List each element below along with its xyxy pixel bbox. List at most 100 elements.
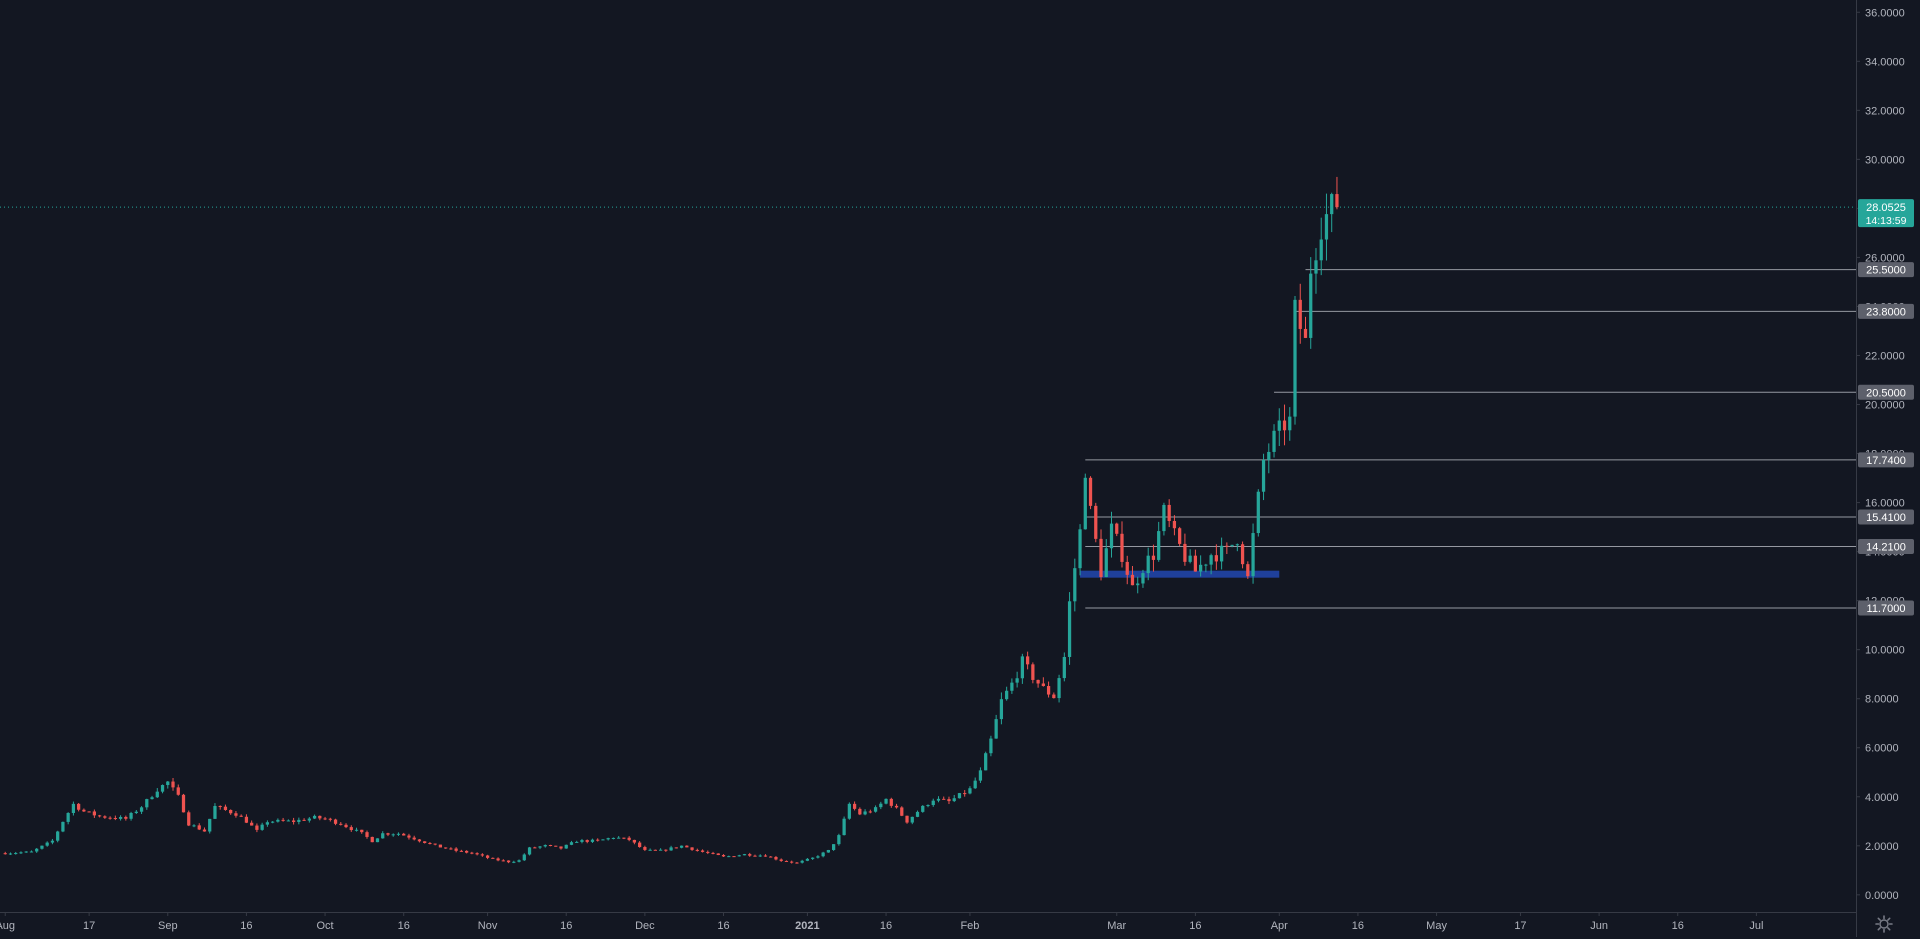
- candle[interactable]: [14, 851, 18, 855]
- candle[interactable]: [512, 860, 516, 864]
- candle[interactable]: [50, 838, 55, 845]
- candle[interactable]: [255, 823, 259, 833]
- candle[interactable]: [187, 810, 191, 827]
- candle[interactable]: [239, 814, 243, 817]
- candle[interactable]: [1230, 544, 1234, 548]
- candle[interactable]: [742, 853, 747, 856]
- candle[interactable]: [999, 692, 1004, 725]
- candle[interactable]: [459, 849, 464, 852]
- candle[interactable]: [92, 809, 96, 818]
- candle[interactable]: [1073, 558, 1077, 612]
- candle[interactable]: [758, 854, 762, 857]
- candle[interactable]: [396, 832, 401, 836]
- candle[interactable]: [1031, 662, 1035, 684]
- candle[interactable]: [1115, 522, 1119, 537]
- candle[interactable]: [832, 844, 836, 851]
- candle[interactable]: [601, 839, 605, 841]
- candle[interactable]: [915, 810, 920, 818]
- candle[interactable]: [1130, 565, 1135, 586]
- candle[interactable]: [250, 820, 254, 826]
- candle[interactable]: [29, 850, 34, 853]
- candle[interactable]: [947, 796, 951, 805]
- candle[interactable]: [643, 845, 647, 852]
- candle[interactable]: [1167, 499, 1171, 528]
- candle[interactable]: [926, 804, 930, 808]
- candle[interactable]: [56, 830, 60, 843]
- candle[interactable]: [774, 855, 778, 861]
- candle[interactable]: [1025, 651, 1030, 670]
- candle[interactable]: [71, 801, 76, 816]
- candle[interactable]: [648, 848, 652, 851]
- candle[interactable]: [1288, 407, 1292, 441]
- candle[interactable]: [921, 805, 925, 813]
- candle[interactable]: [281, 817, 285, 822]
- candle[interactable]: [978, 767, 983, 783]
- candle[interactable]: [1157, 521, 1161, 562]
- candle[interactable]: [150, 795, 154, 800]
- candle[interactable]: [963, 790, 967, 797]
- candle[interactable]: [155, 788, 159, 798]
- candle[interactable]: [208, 818, 212, 834]
- candle[interactable]: [585, 839, 589, 844]
- candle[interactable]: [711, 851, 715, 855]
- candle[interactable]: [286, 819, 290, 822]
- candle[interactable]: [1010, 678, 1014, 694]
- candle[interactable]: [1088, 476, 1093, 510]
- candle[interactable]: [480, 853, 484, 857]
- candle[interactable]: [108, 816, 112, 820]
- candle[interactable]: [695, 848, 699, 852]
- candle[interactable]: [1293, 296, 1297, 425]
- candle[interactable]: [784, 860, 789, 862]
- candle[interactable]: [276, 818, 280, 823]
- candle[interactable]: [386, 832, 390, 837]
- candle[interactable]: [957, 792, 962, 799]
- candle[interactable]: [1319, 217, 1323, 276]
- candle[interactable]: [19, 851, 23, 854]
- candle[interactable]: [905, 815, 909, 824]
- candle[interactable]: [124, 815, 128, 821]
- candle[interactable]: [391, 833, 395, 837]
- candle[interactable]: [412, 835, 416, 841]
- candle[interactable]: [1146, 547, 1150, 581]
- candle[interactable]: [1199, 555, 1203, 577]
- candle[interactable]: [1109, 511, 1114, 558]
- candle[interactable]: [1214, 544, 1218, 570]
- candle[interactable]: [1005, 686, 1009, 701]
- candle[interactable]: [1282, 404, 1287, 446]
- candle[interactable]: [323, 816, 327, 821]
- candle[interactable]: [779, 858, 783, 862]
- candle[interactable]: [596, 838, 600, 842]
- candle[interactable]: [77, 802, 81, 812]
- candle[interactable]: [1246, 561, 1250, 579]
- candle[interactable]: [375, 838, 380, 843]
- candle[interactable]: [863, 809, 867, 816]
- candle[interactable]: [1303, 316, 1308, 339]
- candle[interactable]: [113, 815, 117, 821]
- candle[interactable]: [847, 802, 851, 820]
- chart-settings-button[interactable]: [1874, 914, 1894, 934]
- demand-zone[interactable]: [1080, 570, 1280, 578]
- candle[interactable]: [1209, 553, 1213, 575]
- candle[interactable]: [590, 838, 595, 843]
- candle[interactable]: [365, 830, 369, 839]
- candle[interactable]: [1183, 533, 1187, 566]
- candle[interactable]: [664, 849, 668, 852]
- candle[interactable]: [627, 836, 631, 842]
- candle[interactable]: [973, 777, 977, 789]
- candle[interactable]: [444, 847, 448, 849]
- candle[interactable]: [260, 822, 264, 831]
- candle[interactable]: [506, 860, 511, 864]
- candle[interactable]: [181, 793, 186, 813]
- candle[interactable]: [118, 815, 123, 821]
- candle[interactable]: [1267, 443, 1271, 474]
- candle[interactable]: [297, 817, 301, 825]
- candle[interactable]: [1078, 524, 1082, 576]
- candle[interactable]: [485, 854, 490, 860]
- candle[interactable]: [349, 825, 353, 832]
- candle[interactable]: [145, 798, 149, 810]
- candle[interactable]: [1015, 671, 1019, 688]
- candle[interactable]: [790, 860, 794, 864]
- candle[interactable]: [218, 805, 222, 810]
- candle[interactable]: [1057, 674, 1061, 703]
- candle[interactable]: [1225, 542, 1229, 555]
